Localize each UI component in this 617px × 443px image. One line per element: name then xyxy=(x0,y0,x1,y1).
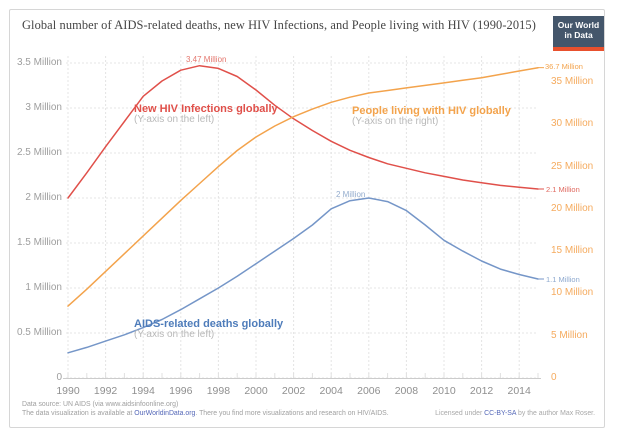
end-label-living: 36.7 Million xyxy=(545,62,583,71)
y-right-tick-label: 15 Million xyxy=(551,245,594,257)
y-right-tick-label: 30 Million xyxy=(551,118,594,130)
y-left-tick-label: 2.5 Million xyxy=(16,147,62,158)
x-tick-label: 2004 xyxy=(319,385,343,397)
owid-link[interactable]: OurWorldinData.org xyxy=(134,409,196,417)
x-tick-label: 2002 xyxy=(281,385,306,397)
page-title: Global number of AIDS-related deaths, ne… xyxy=(22,18,536,32)
x-tick-label: 1994 xyxy=(131,385,155,397)
annotation-label: AIDS-related deaths globally xyxy=(134,318,284,330)
peak-label-deaths: 2 Million xyxy=(336,190,366,199)
x-tick-label: 1992 xyxy=(93,385,118,397)
owid-logo-line2: in Data xyxy=(564,30,593,40)
x-tick-label: 2000 xyxy=(244,385,268,397)
footer-viz-prefix: The data visualization is available at xyxy=(22,409,135,417)
footer-license: Licensed under CC-BY-SA by the author Ma… xyxy=(435,410,595,417)
x-tick-label: 1996 xyxy=(169,385,193,397)
y-right-tick-label: 10 Million xyxy=(551,287,594,299)
x-tick-label: 2006 xyxy=(357,385,381,397)
y-right-tick-label: 20 Million xyxy=(551,202,594,214)
y-left-tick-label: 3.5 Million xyxy=(16,57,62,68)
footer-viz-suffix: . There you find more visualizations and… xyxy=(195,409,389,417)
y-right-tick-label: 35 Million xyxy=(551,76,594,88)
annotation-new-hiv-infections: New HIV Infections globally (Y-axis on t… xyxy=(134,103,278,126)
y-right-tick-label: 25 Million xyxy=(551,160,594,172)
y-left-tick-label: 1 Million xyxy=(25,282,62,293)
x-tick-label: 2012 xyxy=(469,385,494,397)
annotation-people-living-with-hiv: People living with HIV globally (Y-axis … xyxy=(352,105,511,128)
x-tick-label: 2008 xyxy=(394,385,419,397)
license-link[interactable]: CC-BY-SA xyxy=(484,410,517,417)
owid-logo-stripe xyxy=(553,47,604,51)
annotation-axis-note: (Y-axis on the right) xyxy=(352,116,439,127)
footer-source: Data source: UN AIDS (via www.aidsinfoon… xyxy=(22,401,389,419)
peak-label-infections: 3.47 Million xyxy=(186,55,227,64)
y-left-tick-label: 1.5 Million xyxy=(16,237,62,248)
x-tick-label: 2014 xyxy=(507,385,531,397)
end-label-infections: 2.1 Million xyxy=(546,185,580,194)
footer-source-line: Data source: UN AIDS (via www.aidsinfoon… xyxy=(22,401,179,408)
owid-logo-line1: Our World xyxy=(557,20,600,30)
footer-viz-line: The data visualization is available at O… xyxy=(22,410,389,419)
footer-license-prefix: Licensed under xyxy=(435,410,485,417)
y-left-tick-label: 0 xyxy=(56,372,62,383)
x-tick-label: 1998 xyxy=(206,385,231,397)
y-right-tick-label: 5 Million xyxy=(551,329,588,341)
annotation-aids-deaths: AIDS-related deaths globally (Y-axis on … xyxy=(134,318,283,341)
annotation-axis-note: (Y-axis on the left) xyxy=(134,114,215,125)
y-left-tick-label: 2 Million xyxy=(25,192,62,203)
owid-logo: Our World in Data xyxy=(553,16,604,51)
footer-license-suffix: by the author Max Roser. xyxy=(516,410,595,417)
x-tick-label: 1990 xyxy=(56,385,80,397)
y-left-tick-label: 0.5 Million xyxy=(16,327,62,338)
annotation-label: New HIV Infections globally xyxy=(134,103,278,115)
annotation-axis-note: (Y-axis on the left) xyxy=(134,329,215,340)
annotation-label: People living with HIV globally xyxy=(352,105,511,117)
chart-card-border xyxy=(9,9,605,428)
end-label-deaths: 1.1 Million xyxy=(546,275,580,284)
y-right-tick-label: 0 xyxy=(551,372,557,383)
y-left-tick-label: 3 Million xyxy=(25,102,62,113)
x-tick-label: 2010 xyxy=(432,385,456,397)
